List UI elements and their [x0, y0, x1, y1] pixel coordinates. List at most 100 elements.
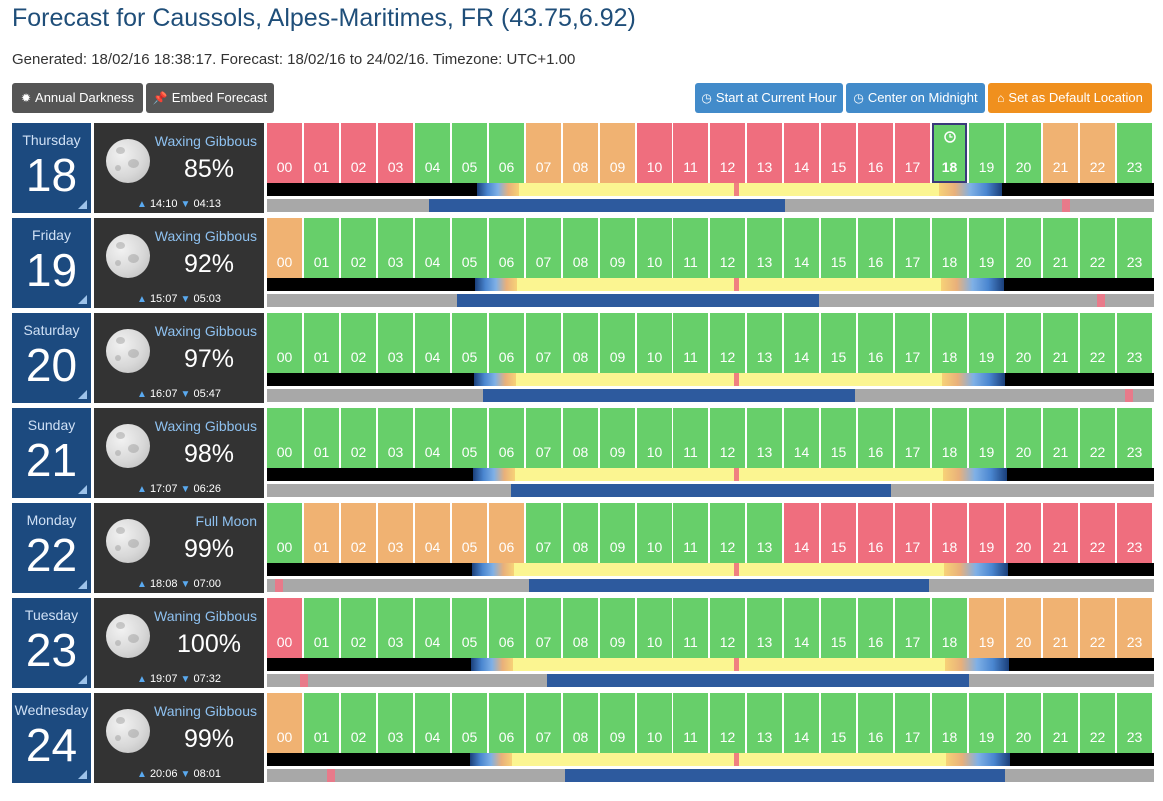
hour-cell[interactable]: 13	[747, 313, 782, 373]
hour-cell[interactable]: 21	[1043, 598, 1078, 658]
hour-cell[interactable]: 14	[784, 503, 819, 563]
hour-cell[interactable]: 00	[267, 598, 302, 658]
hour-cell[interactable]: 01	[304, 123, 339, 183]
hour-cell[interactable]: 17	[895, 693, 930, 753]
hour-cell[interactable]: 09	[600, 313, 635, 373]
hour-cell[interactable]: 08	[563, 313, 598, 373]
hour-cell[interactable]: 22	[1080, 693, 1115, 753]
hour-cell[interactable]: 21	[1043, 123, 1078, 183]
hour-cell[interactable]: 04	[415, 503, 450, 563]
hour-cell[interactable]: 22	[1080, 598, 1115, 658]
hour-cell[interactable]: 05	[452, 313, 487, 373]
hour-cell[interactable]: 00	[267, 218, 302, 278]
hour-cell[interactable]: 06	[489, 313, 524, 373]
hour-cell[interactable]: 11	[673, 408, 708, 468]
hour-cell[interactable]: 14	[784, 218, 819, 278]
hour-cell[interactable]: 08	[563, 598, 598, 658]
hour-cell[interactable]: 19	[969, 313, 1004, 373]
hour-cell[interactable]: 05	[452, 598, 487, 658]
hour-cell[interactable]: 23	[1117, 218, 1152, 278]
hour-cell[interactable]: 10	[637, 503, 672, 563]
hour-cell[interactable]: 22	[1080, 218, 1115, 278]
hour-cell[interactable]: 12	[710, 598, 745, 658]
hour-cell[interactable]: 15	[821, 598, 856, 658]
hour-cell[interactable]: 11	[673, 598, 708, 658]
hour-cell[interactable]: 01	[304, 503, 339, 563]
hour-cell[interactable]: 20	[1006, 408, 1041, 468]
hour-cell[interactable]: 13	[747, 218, 782, 278]
hour-cell[interactable]: 19	[969, 598, 1004, 658]
hour-cell[interactable]: 10	[637, 693, 672, 753]
hour-cell[interactable]: 20	[1006, 503, 1041, 563]
hour-cell[interactable]: 07	[526, 123, 561, 183]
hour-cell[interactable]: 16	[858, 218, 893, 278]
hour-cell[interactable]: 17	[895, 123, 930, 183]
hour-cell[interactable]: 11	[673, 123, 708, 183]
hour-cell[interactable]: 15	[821, 503, 856, 563]
hour-cell[interactable]: 17	[895, 598, 930, 658]
hour-cell[interactable]: 02	[341, 218, 376, 278]
hour-cell[interactable]: 07	[526, 693, 561, 753]
hour-cell[interactable]: 16	[858, 313, 893, 373]
hour-cell[interactable]: 18	[932, 123, 967, 183]
date-box[interactable]: Saturday 20	[12, 313, 91, 403]
hour-cell[interactable]: 15	[821, 123, 856, 183]
hour-cell[interactable]: 21	[1043, 218, 1078, 278]
hour-cell[interactable]: 02	[341, 598, 376, 658]
hour-cell[interactable]: 03	[378, 123, 413, 183]
hour-cell[interactable]: 06	[489, 123, 524, 183]
hour-cell[interactable]: 15	[821, 313, 856, 373]
hour-cell[interactable]: 23	[1117, 598, 1152, 658]
hour-cell[interactable]: 01	[304, 693, 339, 753]
hour-cell[interactable]: 02	[341, 693, 376, 753]
hour-cell[interactable]: 10	[637, 598, 672, 658]
annual-darkness-button[interactable]: ✹ Annual Darkness	[12, 83, 143, 113]
hour-cell[interactable]: 18	[932, 503, 967, 563]
hour-cell[interactable]: 00	[267, 313, 302, 373]
hour-cell[interactable]: 23	[1117, 408, 1152, 468]
hour-cell[interactable]: 23	[1117, 313, 1152, 373]
hour-cell[interactable]: 17	[895, 408, 930, 468]
hour-cell[interactable]: 11	[673, 693, 708, 753]
hour-cell[interactable]: 15	[821, 218, 856, 278]
hour-cell[interactable]: 22	[1080, 123, 1115, 183]
hour-cell[interactable]: 09	[600, 408, 635, 468]
hour-cell[interactable]: 12	[710, 503, 745, 563]
hour-cell[interactable]: 00	[267, 123, 302, 183]
hour-cell[interactable]: 18	[932, 693, 967, 753]
hour-cell[interactable]: 22	[1080, 408, 1115, 468]
hour-cell[interactable]: 11	[673, 313, 708, 373]
hour-cell[interactable]: 06	[489, 408, 524, 468]
hour-cell[interactable]: 07	[526, 408, 561, 468]
hour-cell[interactable]: 20	[1006, 598, 1041, 658]
hour-cell[interactable]: 03	[378, 313, 413, 373]
hour-cell[interactable]: 17	[895, 218, 930, 278]
hour-cell[interactable]: 14	[784, 123, 819, 183]
start-current-hour-button[interactable]: ◷ Start at Current Hour	[695, 83, 843, 113]
hour-cell[interactable]: 19	[969, 123, 1004, 183]
hour-cell[interactable]: 03	[378, 408, 413, 468]
hour-cell[interactable]: 20	[1006, 313, 1041, 373]
hour-cell[interactable]: 02	[341, 123, 376, 183]
hour-cell[interactable]: 07	[526, 503, 561, 563]
hour-cell[interactable]: 03	[378, 598, 413, 658]
hour-cell[interactable]: 22	[1080, 313, 1115, 373]
hour-cell[interactable]: 13	[747, 693, 782, 753]
center-midnight-button[interactable]: ◷ Center on Midnight	[846, 83, 985, 113]
hour-cell[interactable]: 05	[452, 408, 487, 468]
hour-cell[interactable]: 05	[452, 123, 487, 183]
hour-cell[interactable]: 06	[489, 693, 524, 753]
hour-cell[interactable]: 16	[858, 503, 893, 563]
hour-cell[interactable]: 01	[304, 218, 339, 278]
hour-cell[interactable]: 17	[895, 313, 930, 373]
hour-cell[interactable]: 00	[267, 693, 302, 753]
date-box[interactable]: Sunday 21	[12, 408, 91, 498]
hour-cell[interactable]: 04	[415, 598, 450, 658]
date-box[interactable]: Thursday 18	[12, 123, 91, 213]
date-box[interactable]: Tuesday 23	[12, 598, 91, 688]
hour-cell[interactable]: 04	[415, 218, 450, 278]
hour-cell[interactable]: 14	[784, 313, 819, 373]
hour-cell[interactable]: 01	[304, 598, 339, 658]
hour-cell[interactable]: 12	[710, 408, 745, 468]
hour-cell[interactable]: 00	[267, 408, 302, 468]
